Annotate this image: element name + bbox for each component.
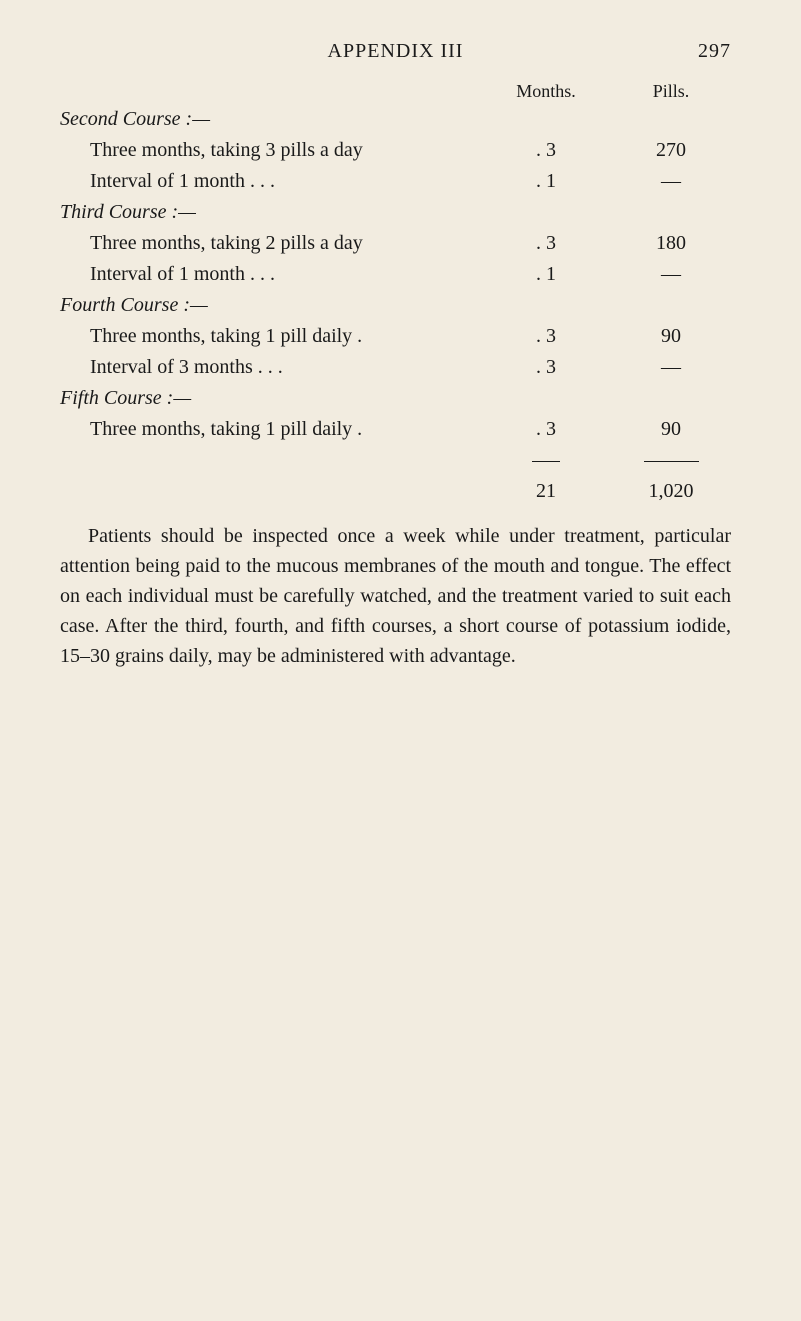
course-heading: Fourth Course :—: [60, 290, 731, 321]
column-headers: Months. Pills.: [60, 81, 731, 102]
paragraph-text: Patients should be inspected once a week…: [60, 525, 731, 667]
totals-months: 21: [481, 476, 611, 507]
rule-pills-cell: [611, 445, 731, 476]
cell-pills: [611, 290, 731, 321]
row-pills: 270: [611, 135, 731, 166]
course-heading-text: Third Course :—: [60, 197, 481, 228]
row-months: . 3: [481, 135, 611, 166]
course-heading-text: Second Course :—: [60, 104, 481, 135]
totals-row: 21 1,020: [60, 476, 731, 507]
cell-pills: [611, 383, 731, 414]
totals-pills: 1,020: [611, 476, 731, 507]
col-header-months: Months.: [481, 81, 611, 102]
body-paragraph: Patients should be inspected once a week…: [60, 521, 731, 671]
table-row: Three months, taking 1 pill daily . . 3 …: [60, 321, 731, 352]
row-months: . 3: [481, 352, 611, 383]
page-number: 297: [671, 40, 731, 63]
course-heading: Fifth Course :—: [60, 383, 731, 414]
rule-pills-line: [644, 461, 699, 462]
table-row: Interval of 3 months . . . . 3 —: [60, 352, 731, 383]
row-text: Three months, taking 3 pills a day: [60, 135, 481, 166]
row-text: Interval of 1 month . . .: [60, 166, 481, 197]
page-header: APPENDIX III 297: [60, 40, 731, 63]
header-spacer: [60, 40, 120, 63]
row-months: . 1: [481, 259, 611, 290]
table-row: Three months, taking 3 pills a day . 3 2…: [60, 135, 731, 166]
totals-rule-row: [60, 445, 731, 476]
rule-spacer: [60, 445, 481, 476]
totals-spacer: [60, 476, 481, 507]
row-text: Interval of 1 month . . .: [60, 259, 481, 290]
row-months: . 3: [481, 228, 611, 259]
cell-pills: [611, 197, 731, 228]
cell-months: [481, 383, 611, 414]
course-heading: Second Course :—: [60, 104, 731, 135]
row-pills: —: [611, 166, 731, 197]
row-pills: —: [611, 259, 731, 290]
col-header-spacer: [60, 81, 481, 102]
course-heading-text: Fourth Course :—: [60, 290, 481, 321]
cell-pills: [611, 104, 731, 135]
page: APPENDIX III 297 Months. Pills. Second C…: [0, 0, 801, 1321]
table-row: Three months, taking 1 pill daily . . 3 …: [60, 414, 731, 445]
course-heading-text: Fifth Course :—: [60, 383, 481, 414]
row-text: Three months, taking 1 pill daily .: [60, 321, 481, 352]
table-row: Three months, taking 2 pills a day . 3 1…: [60, 228, 731, 259]
row-pills: 90: [611, 414, 731, 445]
row-text: Interval of 3 months . . .: [60, 352, 481, 383]
row-pills: —: [611, 352, 731, 383]
table-row: Interval of 1 month . . . . 1 —: [60, 166, 731, 197]
cell-months: [481, 104, 611, 135]
row-months: . 3: [481, 321, 611, 352]
col-header-pills: Pills.: [611, 81, 731, 102]
row-pills: 180: [611, 228, 731, 259]
rule-months-line: [532, 461, 560, 462]
row-months: . 1: [481, 166, 611, 197]
row-text: Three months, taking 2 pills a day: [60, 228, 481, 259]
row-pills: 90: [611, 321, 731, 352]
appendix-title: APPENDIX III: [120, 40, 671, 63]
course-heading: Third Course :—: [60, 197, 731, 228]
row-months: . 3: [481, 414, 611, 445]
table-row: Interval of 1 month . . . . 1 —: [60, 259, 731, 290]
rule-months-cell: [481, 445, 611, 476]
cell-months: [481, 290, 611, 321]
row-text: Three months, taking 1 pill daily .: [60, 414, 481, 445]
cell-months: [481, 197, 611, 228]
